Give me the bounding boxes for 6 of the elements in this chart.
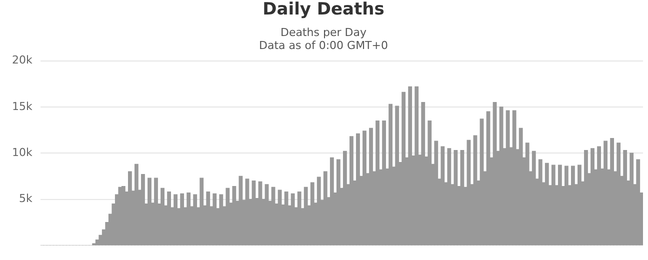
y-tick-label: 5k [18,192,33,206]
chart-subtitle: Deaths per Day Data as of 0:00 GMT+0 [259,26,388,52]
chart-title: Daily Deaths [262,0,384,20]
y-tick-label: 10k [12,146,33,159]
y-tick-label: 20k [12,54,33,67]
y-tick-label: 15k [12,100,33,113]
